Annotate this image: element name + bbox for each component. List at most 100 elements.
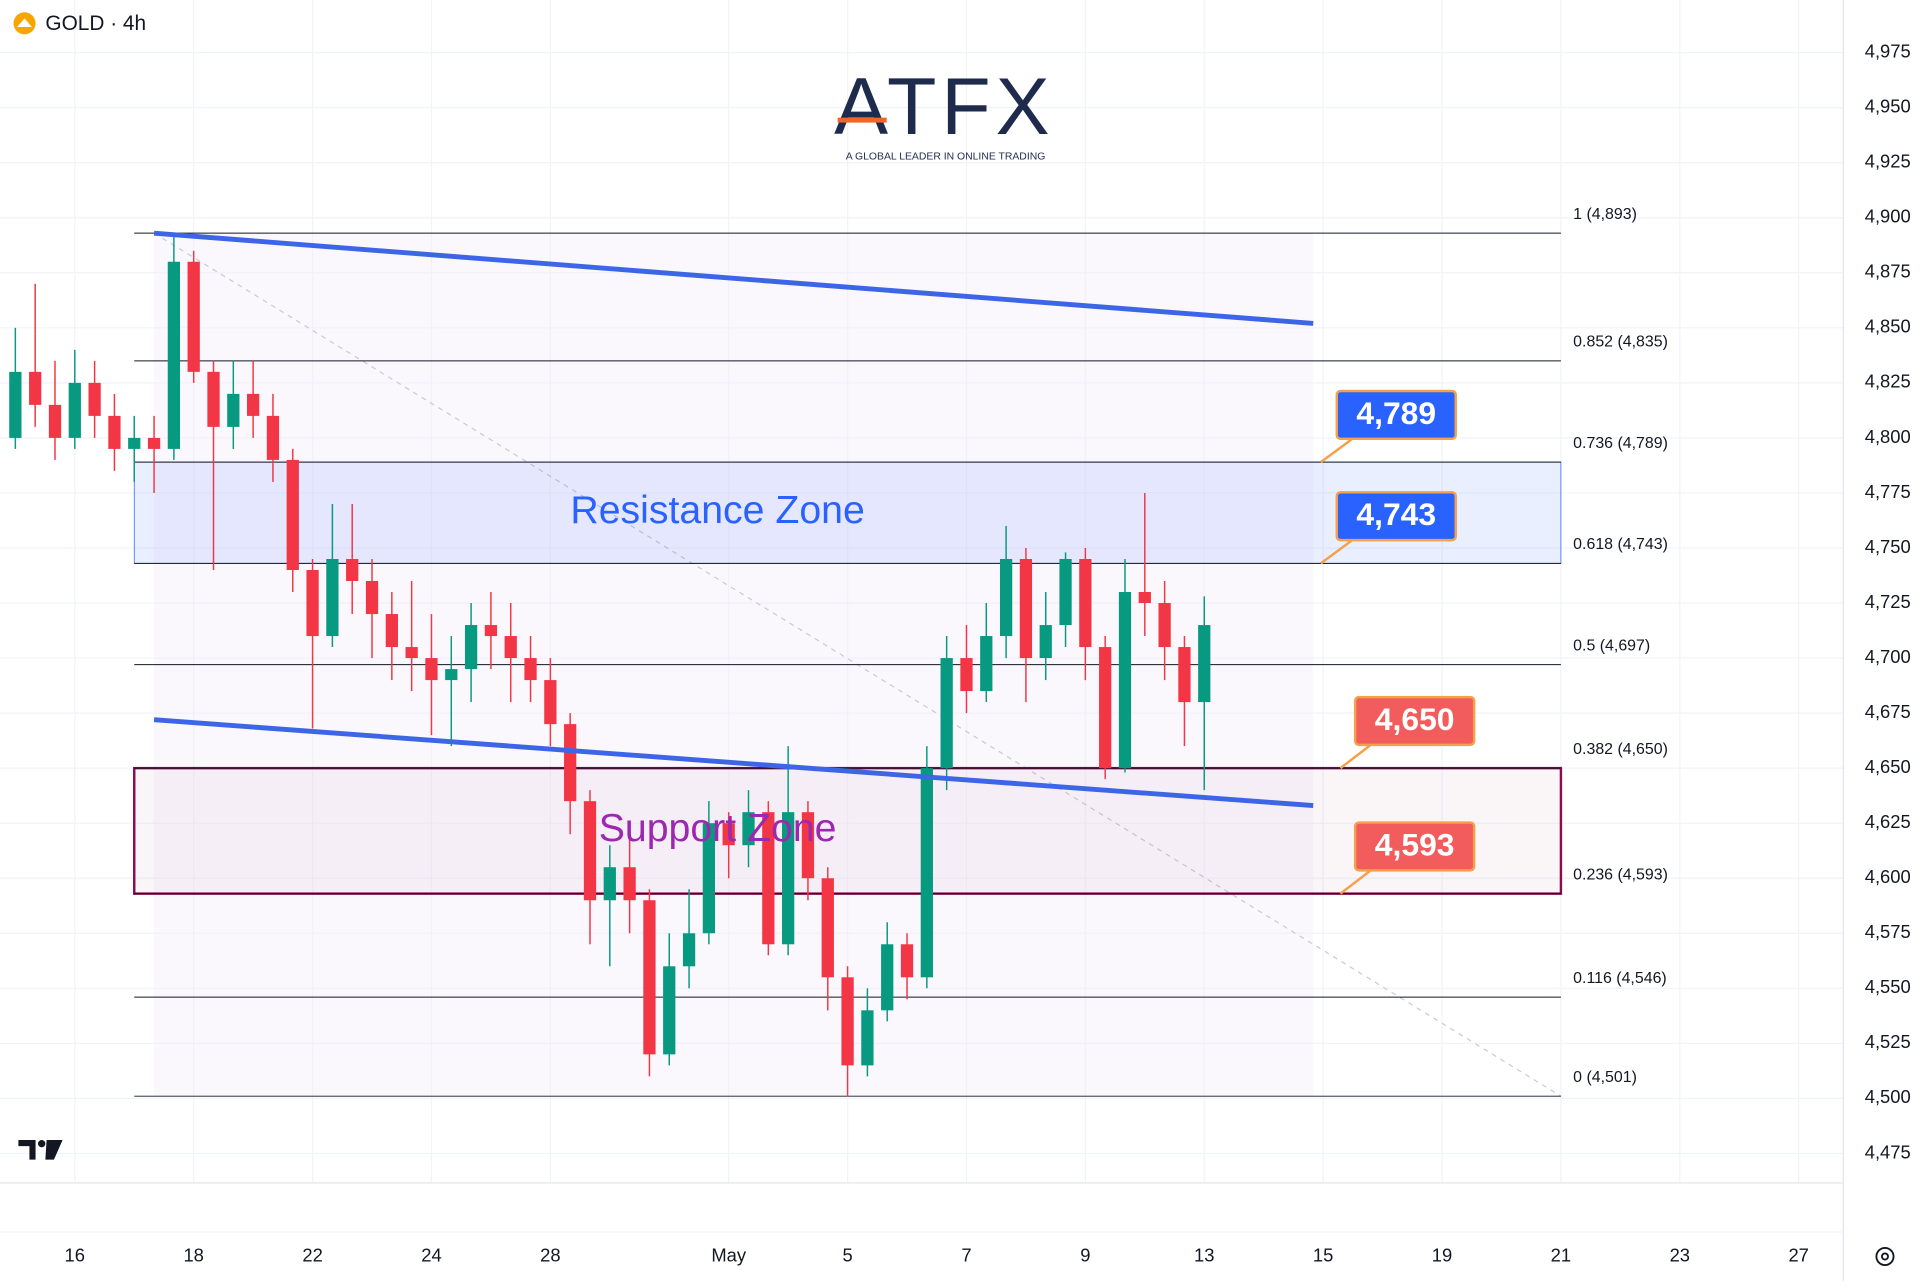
candle-body	[48, 404, 62, 438]
callout-label: 4,789	[1356, 395, 1436, 431]
y-tick-label: 4,550	[1865, 976, 1911, 997]
candle-body	[643, 900, 656, 1055]
candle-body	[1079, 558, 1092, 648]
candle-body	[920, 768, 933, 978]
main-layer	[9, 233, 1211, 1097]
candle-body	[425, 658, 438, 681]
zone-label: Support Zone	[599, 806, 837, 850]
candle-body	[900, 944, 914, 978]
candle-body	[564, 724, 577, 802]
x-tick-label: 23	[1670, 1244, 1690, 1265]
zone	[133, 766, 1563, 895]
callout-pointer	[1320, 537, 1355, 565]
candle-body	[445, 669, 458, 681]
x-tick-label: 16	[65, 1244, 85, 1265]
symbol-icon-glyph	[17, 18, 32, 27]
candle-body	[1019, 558, 1033, 659]
y-tick-label: 4,800	[1865, 426, 1911, 447]
candle-body	[504, 636, 517, 659]
candle-body	[207, 371, 220, 427]
candle-body	[603, 867, 616, 901]
trendline	[153, 230, 1314, 326]
fib-label: 0 (4,501)	[1573, 1069, 1637, 1086]
candle-body	[385, 614, 398, 648]
callout-pointer	[1320, 436, 1355, 464]
candle-body	[1039, 625, 1052, 659]
candle-body	[464, 625, 478, 670]
candle-body	[682, 933, 696, 967]
y-tick-label: 4,950	[1865, 96, 1911, 117]
x-tick-label: 13	[1194, 1244, 1214, 1265]
trendline	[153, 717, 1314, 809]
candle-body	[68, 382, 81, 438]
symbol-title: GOLD · 4h	[45, 12, 146, 35]
candle-body	[187, 261, 200, 372]
fib-label: 0.5 (4,697)	[1573, 637, 1650, 654]
zone	[133, 461, 1562, 564]
candle-body	[702, 823, 716, 934]
callout-box	[1335, 389, 1457, 441]
logo-text: ATFX	[834, 62, 1054, 152]
candle-body	[346, 558, 359, 582]
candle-body	[29, 371, 42, 405]
y-tick-label: 4,675	[1865, 701, 1911, 722]
callout-label: 4,650	[1375, 701, 1455, 737]
candle-body	[306, 570, 319, 637]
candle-body	[128, 437, 141, 449]
y-tick-label: 4,475	[1865, 1141, 1911, 1162]
logo-tagline: A GLOBAL LEADER IN ONLINE TRADING	[846, 152, 1046, 163]
callout-label: 4,593	[1375, 826, 1455, 862]
top-layer: 4,475 4,500 4,525 4,550 4,575 4,600 4,625 4,650…	[65, 40, 1911, 1265]
x-tick-label: 27	[1788, 1244, 1808, 1265]
y-tick-label: 4,975	[1865, 40, 1911, 61]
candle-body	[544, 680, 557, 725]
callout-label: 4,743	[1356, 496, 1436, 532]
y-tick-label: 4,575	[1865, 921, 1911, 942]
x-tick-label: 18	[183, 1244, 203, 1265]
candle-body	[782, 812, 795, 945]
settings-icon[interactable]	[1875, 1246, 1895, 1266]
y-tick-label: 4,775	[1865, 481, 1911, 502]
zone-label: Resistance Zone	[570, 488, 864, 532]
y-tick-label: 4,875	[1865, 261, 1911, 282]
candle-body	[583, 801, 597, 901]
callout-box	[1353, 821, 1476, 872]
candle-body	[405, 647, 418, 659]
y-tick-label: 4,725	[1865, 591, 1911, 612]
logo-accent	[837, 117, 887, 123]
callout-box	[1335, 491, 1457, 542]
candle-body	[247, 393, 260, 416]
candle-body	[1198, 625, 1211, 703]
y-tick-label: 4,700	[1865, 646, 1911, 667]
candle-body	[167, 261, 181, 449]
candle-body	[861, 1010, 874, 1066]
candle-body	[742, 812, 755, 846]
fib-label: 0.736 (4,789)	[1573, 435, 1668, 452]
x-tick-label: 9	[1080, 1244, 1090, 1265]
candle-body	[1178, 647, 1191, 703]
candle-body	[940, 658, 953, 769]
candle-body	[623, 867, 636, 901]
x-tick-label: 21	[1551, 1244, 1571, 1265]
candle-body	[1158, 603, 1171, 648]
candle-body	[1138, 592, 1151, 604]
candle-body	[999, 558, 1013, 637]
y-tick-label: 4,900	[1865, 206, 1911, 227]
candle-body	[841, 977, 854, 1066]
candle-body	[881, 944, 894, 1011]
x-tick-label: 24	[421, 1244, 441, 1265]
candle-body	[227, 393, 240, 427]
candle-body	[88, 382, 101, 416]
x-tick-label: 28	[540, 1244, 560, 1265]
y-tick-label: 4,825	[1865, 371, 1911, 392]
x-tick-label: 22	[302, 1244, 322, 1265]
candle-body	[663, 966, 676, 1055]
x-tick-label: 19	[1432, 1244, 1452, 1265]
y-tick-label: 4,750	[1865, 536, 1911, 557]
candle-body	[722, 823, 735, 846]
fib-label: 1 (4,893)	[1573, 206, 1637, 223]
candle-body	[524, 658, 537, 681]
candle-body	[484, 625, 498, 637]
